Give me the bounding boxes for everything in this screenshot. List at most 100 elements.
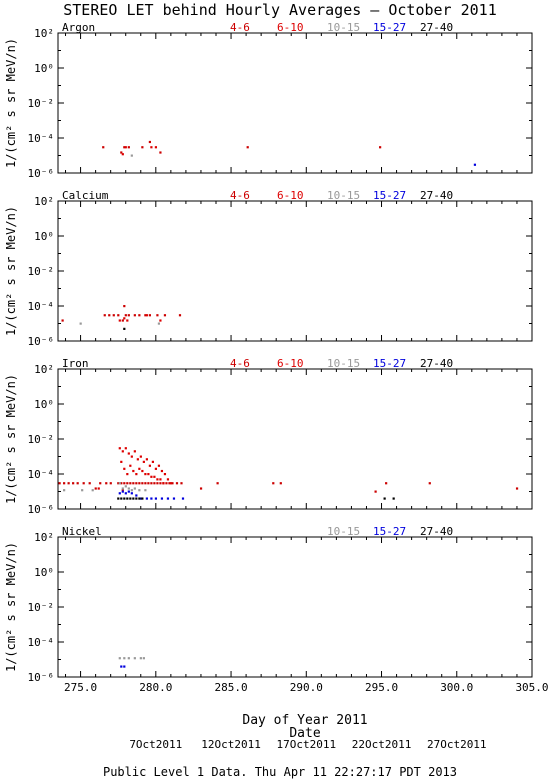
data-point — [130, 154, 133, 157]
data-point — [163, 314, 167, 317]
data-point — [154, 497, 158, 500]
data-point — [67, 482, 70, 485]
data-point — [123, 317, 126, 320]
y-tick-label: 10² — [34, 195, 54, 208]
data-point — [120, 497, 123, 500]
data-point — [132, 497, 135, 500]
data-point — [82, 482, 85, 485]
data-point — [118, 657, 121, 660]
legend-6-10: 6-10 — [277, 21, 304, 34]
legend-4-6: 4-6 — [230, 357, 250, 370]
y-tick-label: 10² — [34, 531, 54, 544]
data-point — [117, 497, 120, 500]
data-point — [156, 314, 159, 317]
y-tick-label: 10² — [34, 363, 54, 376]
data-point — [515, 487, 519, 490]
data-point — [97, 487, 100, 490]
data-point — [124, 447, 127, 450]
y-tick-label: 10⁰ — [34, 62, 54, 75]
data-point — [124, 492, 127, 495]
data-point — [385, 482, 388, 485]
data-point — [123, 305, 126, 308]
data-point — [118, 482, 121, 485]
y-tick-label: 10² — [34, 27, 54, 40]
x-tick-label: 290.0 — [290, 681, 323, 694]
data-point — [129, 482, 132, 485]
data-point — [135, 482, 138, 485]
y-tick-label: 10⁻⁴ — [28, 636, 55, 649]
data-point — [272, 482, 275, 485]
data-point — [138, 497, 141, 500]
data-point — [168, 482, 171, 485]
series-10-15 — [63, 482, 147, 492]
data-point — [88, 482, 91, 485]
data-point — [141, 482, 144, 485]
data-point — [123, 146, 126, 149]
series-6-10 — [97, 447, 173, 492]
data-point — [160, 469, 164, 473]
data-point — [129, 497, 132, 500]
y-axis-label: 1/(cm² s sr MeV/n) — [4, 542, 18, 672]
data-point — [159, 319, 162, 322]
date-tick-label: 27Oct2011 — [427, 738, 487, 751]
y-tick-label: 10⁻⁴ — [28, 468, 55, 481]
data-point — [123, 497, 126, 500]
y-axis-label: 1/(cm² s sr MeV/n) — [4, 206, 18, 336]
data-point — [133, 450, 136, 453]
legend-10-15: 10-15 — [327, 357, 360, 370]
data-point — [148, 464, 151, 467]
data-point — [159, 151, 162, 154]
data-point — [79, 322, 82, 325]
data-point — [138, 467, 141, 470]
data-point — [123, 327, 126, 330]
data-point — [124, 146, 127, 149]
data-point — [130, 492, 133, 495]
y-tick-label: 10⁻⁶ — [28, 167, 55, 180]
data-point — [148, 140, 151, 144]
series-6-10 — [121, 146, 158, 156]
data-point — [108, 314, 111, 317]
data-point — [120, 482, 123, 485]
data-point — [145, 497, 148, 500]
x-tick-label: 305.0 — [515, 681, 548, 694]
legend-4-6: 4-6 — [230, 189, 250, 202]
data-point — [117, 482, 120, 485]
x-tick-label: 295.0 — [365, 681, 398, 694]
data-point — [157, 464, 161, 467]
legend-6-10: 6-10 — [277, 357, 304, 370]
data-point — [135, 497, 138, 500]
data-point — [153, 482, 156, 485]
data-point — [159, 478, 162, 481]
data-point — [133, 657, 136, 660]
data-point — [123, 482, 126, 485]
data-point — [178, 314, 182, 317]
figure-title: STEREO LET behind Hourly Averages – Octo… — [63, 1, 496, 19]
data-point — [135, 473, 138, 476]
data-point — [61, 319, 64, 322]
data-point — [121, 487, 124, 490]
y-tick-label: 10⁰ — [34, 230, 54, 243]
data-point — [138, 489, 141, 492]
data-point — [141, 469, 144, 473]
data-point — [151, 460, 154, 463]
data-point — [379, 146, 382, 149]
y-axis-label: 1/(cm² s sr MeV/n) — [4, 38, 18, 168]
data-point — [139, 497, 142, 500]
panel-nickel: 10² 10⁰ 10⁻² 10⁻⁴ 10⁻⁶ 1/(cm² s sr MeV/n) Nick… — [4, 525, 549, 694]
data-point — [124, 314, 127, 317]
data-point — [150, 482, 153, 485]
legend-15-27: 15-27 — [373, 21, 406, 34]
series-27-40 — [117, 497, 395, 500]
data-point — [144, 489, 147, 492]
data-point — [120, 151, 123, 154]
data-point — [121, 450, 124, 453]
data-point — [374, 490, 377, 493]
date-tick-label: 7Oct2011 — [129, 738, 182, 751]
data-point — [159, 482, 162, 485]
data-point — [118, 492, 121, 495]
data-point — [141, 497, 144, 500]
legend-10-15: 10-15 — [327, 189, 360, 202]
data-point — [132, 469, 135, 473]
legend-27-40: 27-40 — [420, 525, 453, 538]
data-point — [127, 314, 130, 317]
